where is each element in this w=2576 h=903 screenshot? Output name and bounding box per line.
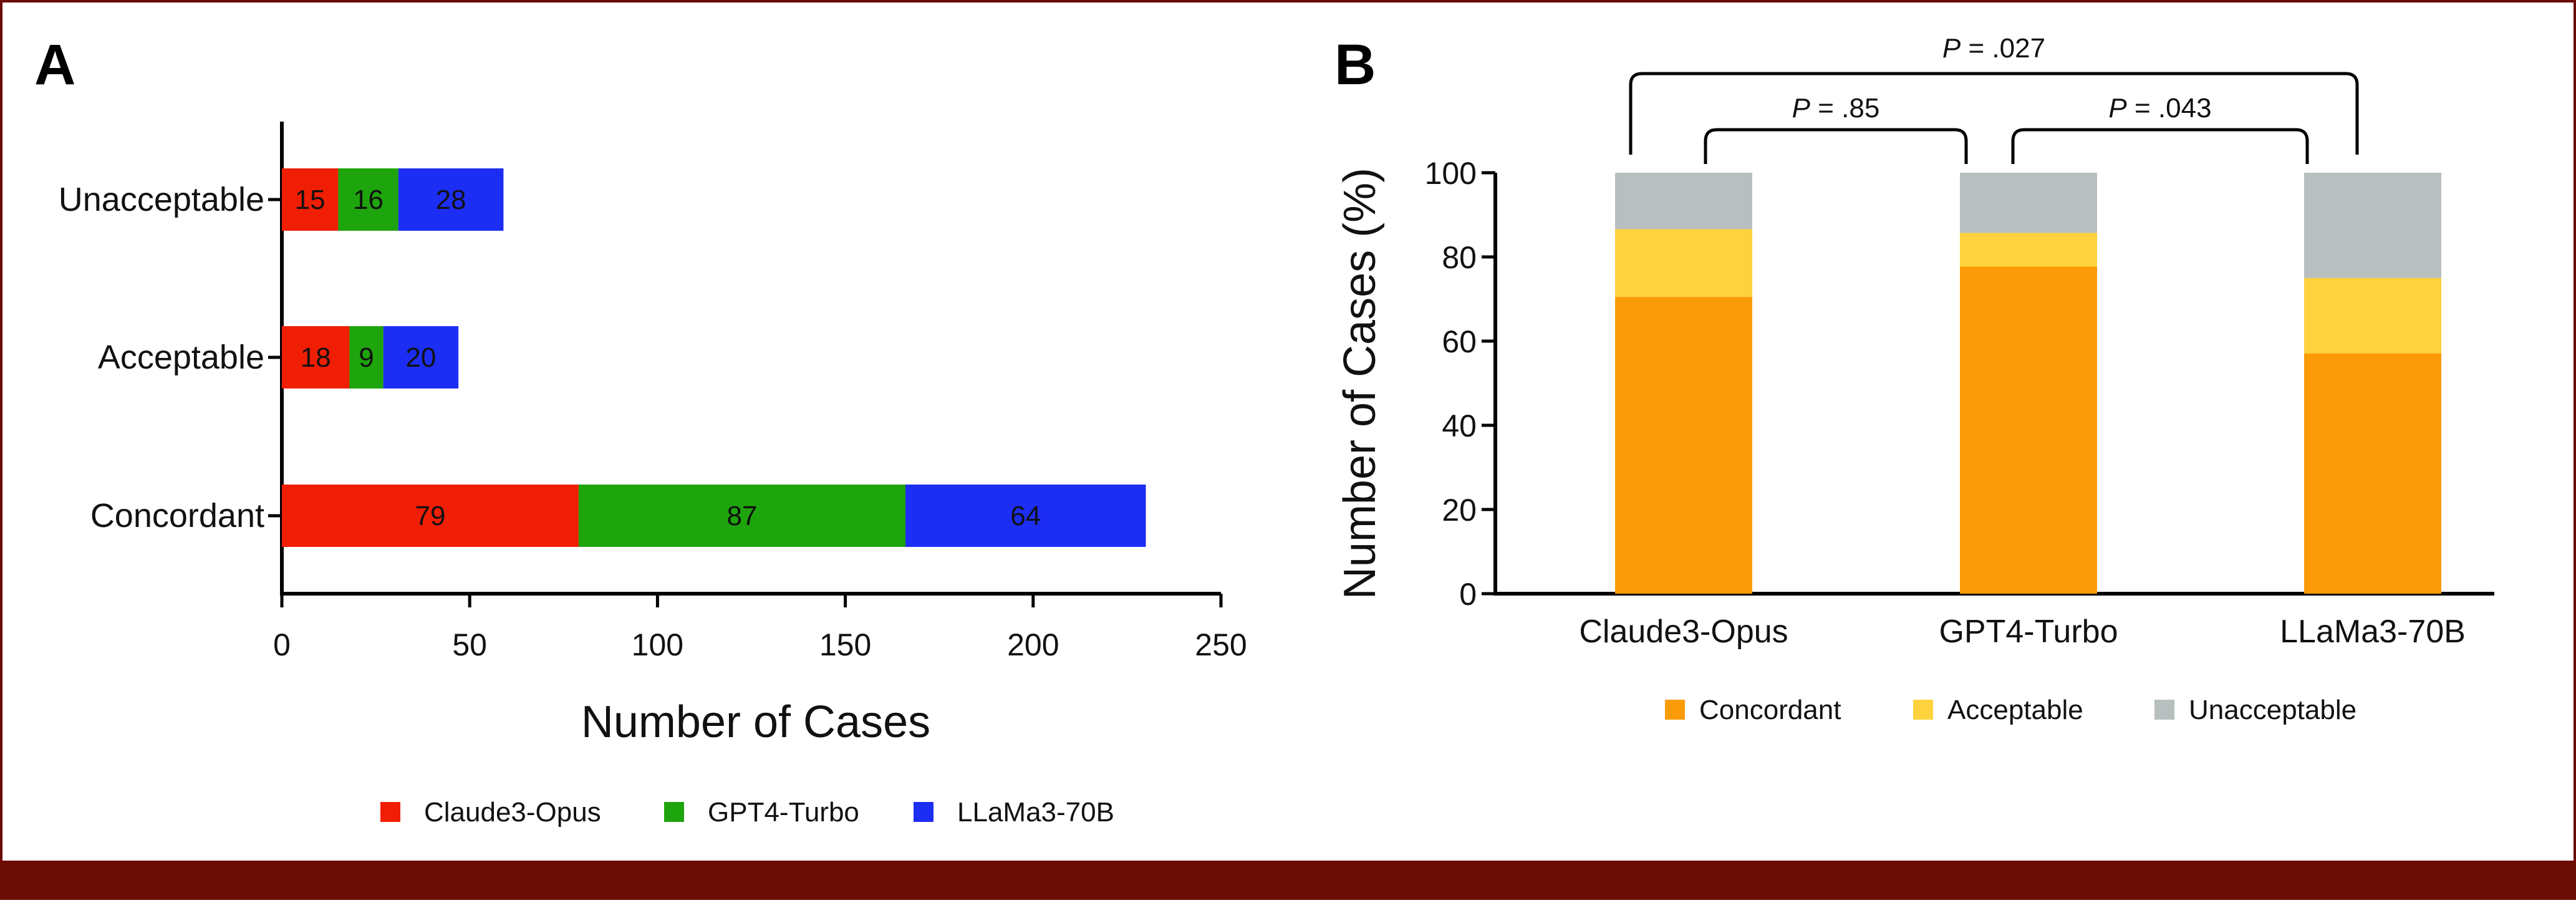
x-tick-label: 100 <box>632 627 683 662</box>
x-tick-label: 0 <box>273 627 291 662</box>
bar-label-claude3-opus-unacceptable: 15 <box>295 185 326 215</box>
bar-acceptable-gpt4-turbo <box>1960 233 2097 267</box>
y-tick-label: 40 <box>1442 408 1477 443</box>
y-tick-label-acceptable: Acceptable <box>98 339 264 376</box>
x-tick-label: 50 <box>452 627 487 662</box>
bar-label-gpt4-turbo-concordant: 87 <box>726 501 757 531</box>
p-value-text: = .027 <box>1961 33 2045 64</box>
bar-concordant-claude3-opus <box>1615 297 1752 594</box>
bar-claude3-opus-unacceptable <box>282 168 339 231</box>
x-tick-label: 200 <box>1007 627 1059 662</box>
bar-label-claude3-opus-acceptable: 18 <box>301 342 331 373</box>
bar-claude3-opus-acceptable <box>282 326 350 389</box>
p-value-symbol: P <box>1942 33 1961 64</box>
bar-label-llama3-70b-acceptable: 20 <box>405 342 436 373</box>
bar-label-llama3-70b-unacceptable: 28 <box>436 185 466 215</box>
bar-label-claude3-opus-concordant: 79 <box>415 501 445 531</box>
bar-acceptable-llama3-70b <box>2304 278 2441 354</box>
legend-swatch-gpt4-turbo <box>664 802 684 822</box>
p-value-text: = .85 <box>1810 93 1879 123</box>
bar-llama3-70b-acceptable <box>383 326 459 389</box>
p-value-symbol: P <box>1792 93 1811 123</box>
footer-band <box>0 862 2576 900</box>
bar-llama3-70b-concordant <box>905 485 1146 547</box>
legend-label-gpt4-turbo: GPT4-Turbo <box>708 797 859 828</box>
y-tick-label: 0 <box>1459 577 1477 612</box>
bar-unacceptable-claude3-opus <box>1615 173 1752 229</box>
bar-gpt4-turbo-concordant <box>578 485 905 547</box>
panel-a-chart: Unacceptable 15 16 28 Acceptable 18 9 20 Concord… <box>59 122 1247 828</box>
bar-concordant-gpt4-turbo <box>1960 266 2097 594</box>
y-tick-label-concordant: Concordant <box>90 497 264 534</box>
y-tick-label: 60 <box>1442 324 1477 359</box>
legend-label-concordant: Concordant <box>1699 695 1841 725</box>
legend-swatch-claude3-opus <box>380 802 400 822</box>
bar-unacceptable-gpt4-turbo <box>1960 173 2097 233</box>
legend-label-claude3-opus: Claude3-Opus <box>424 797 601 828</box>
legend-swatch-llama3-70b <box>914 802 933 822</box>
bar-gpt4-turbo-unacceptable <box>338 168 398 231</box>
y-tick-label: 100 <box>1425 156 1477 191</box>
bar-label-llama3-70b-concordant: 64 <box>1010 501 1041 531</box>
x-axis-title: Number of Cases <box>581 697 930 747</box>
y-tick-label: 80 <box>1442 240 1477 275</box>
bar-gpt4-turbo-acceptable <box>349 326 384 389</box>
x-tick-label: 150 <box>819 627 871 662</box>
significance-bracket <box>1704 128 1968 164</box>
panel-label-b: B <box>1334 33 1376 97</box>
p-value-annotation: P = .027 <box>1942 33 2045 64</box>
significance-bracket <box>1629 72 2359 155</box>
panel-b-chart: 0 20 40 60 80 100 Number of Cases (%) Claude3-O… <box>1335 33 2494 725</box>
legend-label-llama3-70b: LLaMa3-70B <box>957 797 1114 828</box>
y-axis-title: Number of Cases (%) <box>1335 168 1385 599</box>
bar-claude3-opus-concordant <box>282 485 579 547</box>
legend-label-acceptable: Acceptable <box>1947 695 2083 725</box>
p-value-annotation: P = .85 <box>1792 93 1880 123</box>
legend-label-unacceptable: Unacceptable <box>2189 695 2357 725</box>
p-value-annotation: P = .043 <box>2108 93 2211 123</box>
y-tick-label-unacceptable: Unacceptable <box>59 181 264 218</box>
bar-acceptable-claude3-opus <box>1615 229 1752 297</box>
legend-swatch-concordant <box>1665 700 1685 720</box>
p-value-text: = .043 <box>2127 93 2212 123</box>
bar-concordant-llama3-70b <box>2304 353 2441 594</box>
panel-label-a: A <box>34 33 75 97</box>
bar-label-gpt4-turbo-acceptable: 9 <box>359 342 374 373</box>
significance-bracket <box>2011 128 2309 164</box>
x-tick-label-llama3-70b: LLaMa3-70B <box>2280 614 2466 650</box>
x-tick-label-gpt4-turbo: GPT4-Turbo <box>1939 614 2118 650</box>
bar-llama3-70b-unacceptable <box>398 168 504 231</box>
y-tick-label: 20 <box>1442 493 1477 528</box>
bar-label-gpt4-turbo-unacceptable: 16 <box>353 185 384 215</box>
legend-swatch-acceptable <box>1913 700 1933 720</box>
x-tick-label-claude3-opus: Claude3-Opus <box>1579 614 1788 650</box>
legend-swatch-unacceptable <box>2154 700 2174 720</box>
bar-unacceptable-llama3-70b <box>2304 173 2441 278</box>
x-tick-label: 250 <box>1195 627 1247 662</box>
p-value-symbol: P <box>2108 93 2127 123</box>
